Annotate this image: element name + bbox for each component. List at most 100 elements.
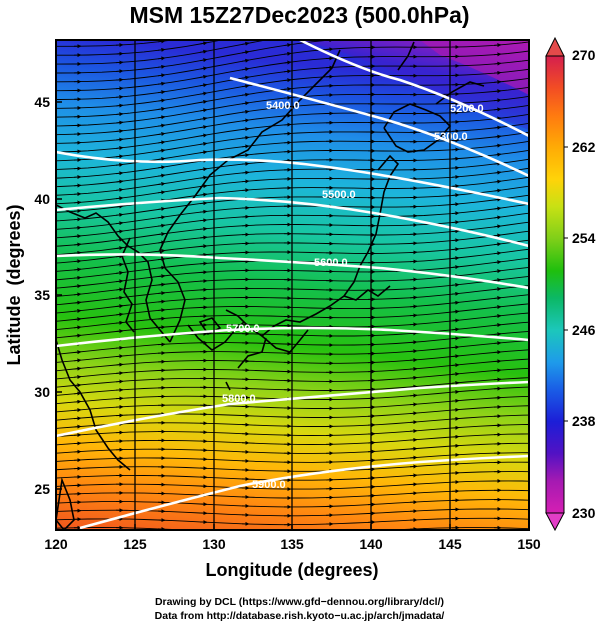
wind-arrow	[493, 188, 502, 193]
wind-arrow	[493, 80, 502, 85]
x-tick-label: 150	[517, 536, 541, 552]
wind-arrow	[115, 146, 124, 151]
wind-arrow	[157, 106, 166, 111]
y-tick-label: 40	[34, 191, 50, 207]
wind-arrow	[241, 118, 250, 123]
contour-label-5400: 5400.0	[266, 100, 300, 112]
wind-arrow	[115, 162, 124, 167]
wind-arrow	[73, 325, 82, 330]
wind-arrow	[241, 58, 250, 63]
wind-arrow	[157, 157, 166, 162]
wind-arrow	[326, 22, 333, 23]
x-tick-label: 140	[359, 536, 383, 552]
wind-arrow	[284, 18, 291, 19]
wind-arrow	[157, 140, 166, 145]
wind-arrow	[157, 81, 166, 86]
wind-arrow	[115, 246, 124, 251]
wind-arrow	[157, 265, 166, 270]
wind-arrow	[115, 77, 124, 82]
wind-arrow	[115, 103, 124, 108]
wind-arrow	[157, 206, 166, 211]
contour-label-5600: 5600.0	[314, 257, 348, 269]
colorbar: 270 262 254 246 238 230	[545, 36, 596, 532]
wind-arrow	[157, 190, 166, 195]
wind-arrow	[73, 259, 82, 264]
wind-arrow	[409, 349, 418, 354]
wind-arrow	[493, 341, 502, 346]
wind-arrow	[115, 345, 124, 350]
wind-arrow	[157, 173, 166, 178]
wind-arrow	[493, 215, 502, 220]
wind-arrow	[157, 123, 166, 128]
y-tick-label: 25	[34, 481, 50, 497]
wind-arrow	[409, 420, 418, 425]
wind-arrow	[73, 208, 82, 214]
contour-label-5500: 5500.0	[322, 189, 356, 201]
wind-arrow	[115, 371, 124, 376]
wind-arrow	[493, 134, 502, 139]
wind-arrow	[73, 234, 82, 239]
wind-arrow	[73, 217, 82, 222]
wind-arrow	[73, 200, 82, 205]
wind-arrow	[451, 398, 460, 403]
wind-arrow	[73, 267, 82, 272]
wind-arrow	[157, 223, 166, 228]
wind-arrow	[115, 179, 124, 184]
wind-arrow	[493, 323, 502, 328]
wind-arrow	[493, 332, 502, 337]
gridlines	[134, 40, 451, 530]
wind-arrow	[199, 150, 208, 155]
wind-arrow	[451, 389, 460, 394]
wind-arrow	[451, 380, 460, 385]
wind-arrow	[199, 116, 208, 121]
wind-arrow	[157, 299, 166, 304]
wind-arrow	[451, 220, 460, 225]
wind-arrow	[241, 84, 250, 89]
wind-arrow	[241, 92, 250, 97]
axis-ticks	[55, 101, 530, 530]
x-tick-label: 125	[123, 536, 147, 552]
wind-arrow	[199, 252, 208, 257]
wind-arrow	[241, 153, 250, 158]
wind-arrow	[451, 238, 460, 243]
y-tick-labels: 25 30 35 40 45	[34, 94, 50, 497]
wind-arrow	[157, 232, 166, 237]
wind-arrow	[242, 26, 249, 27]
wind-arrow	[73, 358, 82, 363]
streamline	[56, 40, 176, 47]
wind-arrow	[409, 411, 418, 416]
wind-arrow	[409, 304, 418, 309]
wind-arrow	[199, 235, 208, 240]
contour-label-5800: 5800.0	[222, 393, 256, 405]
wind-arrow	[283, 51, 292, 56]
wind-arrow	[199, 167, 208, 172]
wind-arrow	[157, 98, 166, 103]
wind-arrow	[157, 282, 166, 287]
wind-arrow	[73, 317, 82, 322]
wind-arrow	[157, 56, 166, 61]
wind-arrow	[157, 40, 166, 44]
contour-label-5900: 5900.0	[252, 479, 286, 491]
wind-arrow	[73, 308, 82, 313]
wind-arrow	[73, 374, 82, 379]
wind-arrow	[451, 184, 460, 189]
wind-arrow	[199, 125, 208, 130]
wind-arrow	[451, 256, 460, 261]
wind-arrow	[493, 368, 502, 373]
wind-arrow	[73, 225, 82, 230]
colorbar-top-triangle	[545, 36, 565, 57]
wind-arrow	[451, 300, 460, 305]
wind-arrow	[115, 112, 124, 117]
x-tick-labels: 120 125 130 135 140 145 150	[44, 536, 541, 552]
wind-arrow	[451, 309, 460, 314]
wind-arrow	[241, 179, 250, 184]
wind-arrow	[199, 58, 208, 63]
contour-label-5300: 5300.0	[434, 131, 468, 143]
wind-arrow	[241, 50, 250, 55]
wind-arrow	[199, 141, 208, 146]
wind-arrow	[494, 36, 501, 37]
streamline	[56, 40, 224, 56]
wind-arrow	[493, 233, 502, 238]
map-title: MSM 15Z27Dec2023 (500.0hPa)	[129, 2, 470, 28]
wind-arrow	[199, 226, 208, 231]
